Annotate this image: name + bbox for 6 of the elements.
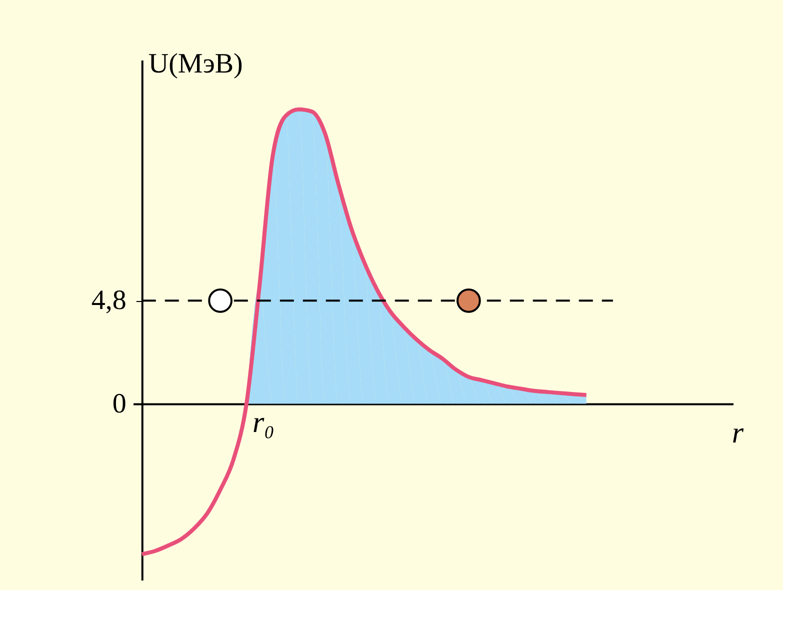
line-series [140,107,588,556]
x-axis-title: r [732,416,744,450]
y-tick-label: 0 [112,388,126,420]
annotation: r₀ [252,406,275,439]
y-tick-label: 4,8 [91,285,126,316]
y-axis-title: U(МэВ) [148,48,243,80]
